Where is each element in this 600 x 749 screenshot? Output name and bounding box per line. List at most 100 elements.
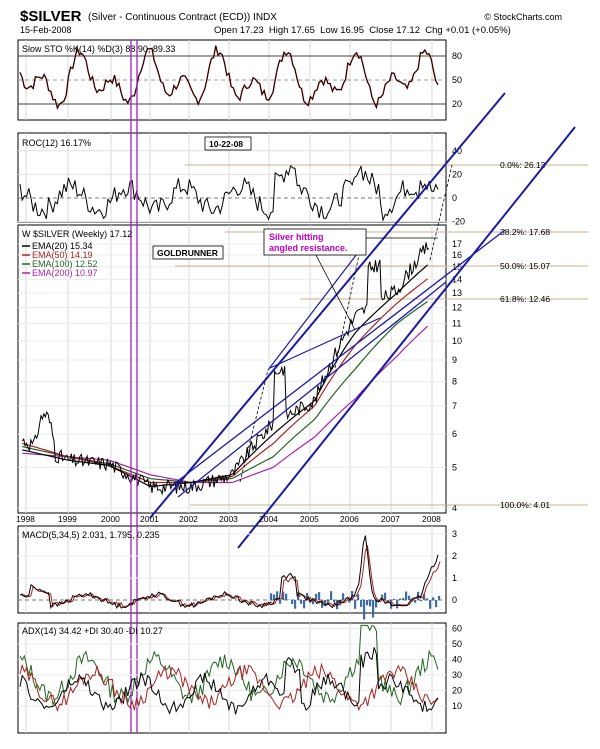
macd-hist-bar [294,600,297,609]
macd-tick-label: 3 [452,529,457,539]
adx-line [19,647,439,715]
roc-panel-label: ROC(12) 16.17% [22,138,91,148]
macd-hist-bar [315,593,318,600]
macd-hist-bar [273,594,276,600]
goldrunner-box [152,245,224,260]
price-tick-label: 4 [452,503,457,513]
macd-hist-bar [300,600,303,604]
adx-tick-label: 50 [452,639,462,649]
macd-hist-bar [303,600,306,609]
price-tick-label: 13 [452,288,462,298]
year-tick-label: 2008 [422,514,441,524]
macd-hist-bar [381,594,384,600]
macd-hist-bar [312,600,315,605]
year-tick-label: 2006 [340,514,359,524]
adx-tick-label: 60 [452,624,462,634]
sto-tick-label: 50 [452,75,462,85]
callout-line-2: angled resistance. [269,243,348,253]
year-tick-label: 2007 [381,514,400,524]
callout-line-1: Silver hitting [269,232,324,242]
sto-k-line [19,45,439,109]
price-tick-label: 8 [452,377,457,387]
fib-level-label: 0.0%: 26.13 [500,160,546,170]
macd-hist-bar [354,600,357,609]
macd-hist-bar [366,600,369,606]
macd-hist-bar [387,600,390,603]
year-tick-label: 1999 [58,514,77,524]
dashed-up-leg [334,249,361,369]
year-tick-label: 2004 [259,514,278,524]
inner-trendline [177,281,447,498]
macd-hist-bar [420,600,423,602]
roc-tick-label: 0 [452,193,457,203]
roc-tick-label: 20 [452,169,462,179]
adx-tick-label: 10 [452,701,462,711]
macd-hist-bar [399,598,402,600]
ohlc-readout: Open 17.23 High 17.65 Low 16.95 Close 17… [214,25,511,36]
year-tick-label: 1998 [16,514,35,524]
macd-hist-bar [279,600,282,604]
channel-upper-trendline [149,92,506,519]
fib-level-label: 100.0%: 4.01 [500,500,550,510]
macd-hist-bar [393,598,396,600]
panel-frame-macd [17,525,447,614]
adx-tick-label: 30 [452,670,462,680]
macd-hist-bar [318,592,321,600]
macd-hist-bar [333,600,336,603]
stockcharts-credit: © StockCharts.com [484,12,562,22]
ema-legend-label: EMA(100) 12.52 [32,259,98,269]
sto-panel-label: Slow STO %K(14) %D(3) 88.90, 89.33 [22,44,175,54]
macd-hist-bar [408,595,411,600]
macd-hist-bar [402,598,405,600]
minus-di-line [19,662,439,713]
price-tick-label: 7 [452,401,457,411]
macd-line [19,535,439,610]
macd-hist-bar [276,591,279,600]
price-tick-label: 6 [452,429,457,439]
price-tick-label: 5 [452,462,457,472]
macd-tick-label: 2 [452,551,457,561]
price-tick-label: 12 [452,303,462,313]
dashed-up-leg [429,164,453,261]
macd-hist-bar [327,600,330,604]
macd-hist-bar [435,600,438,608]
price-panel-label: W $SILVER (Weekly) 17.12 [22,229,132,239]
year-tick-label: 2000 [101,514,120,524]
macd-hist-bar [414,600,417,603]
macd-hist-bar [357,594,360,600]
macd-hist-bar [330,591,333,600]
macd-tick-label: 1 [452,573,457,583]
callout-box [263,228,367,256]
macd-hist-bar [372,600,375,618]
price-tick-label: 9 [452,355,457,365]
year-tick-label: 2005 [300,514,319,524]
price-tick-label: 10 [452,336,462,346]
ema-legend-label: EMA(50) 14.19 [32,250,93,260]
price-tick-label: 14 [452,274,462,284]
macd-hist-bar [342,593,345,600]
roc-annotation: 10-22-08 [209,139,243,149]
price-tick-label: 16 [452,250,462,260]
adx-tick-label: 40 [452,655,462,665]
goldrunner-label: GOLDRUNNER [157,248,218,258]
macd-hist-bar [384,592,387,600]
macd-hist-bar [306,592,309,600]
macd-hist-bar [426,598,429,600]
macd-hist-bar [282,591,285,600]
sto-tick-label: 20 [452,99,462,109]
price-tick-label: 17 [452,239,462,249]
roc-annotation-box [204,136,252,151]
fib-level-label: 50.0%: 15.07 [500,261,550,271]
chart-date: 15-Feb-2008 [20,25,72,35]
panel-frame-price [17,224,447,514]
chart-instrument-name: (Silver - Continuous Contract (ECD)) IND… [88,12,277,23]
price-tick-label: 11 [452,318,461,328]
macd-hist-bar [363,600,366,620]
adx-tick-label: 20 [452,686,462,696]
channel-lower-trendline [237,126,576,549]
macd-hist-bar [375,600,378,608]
macd-hist-bar [423,594,426,600]
macd-hist-bar [429,600,432,609]
